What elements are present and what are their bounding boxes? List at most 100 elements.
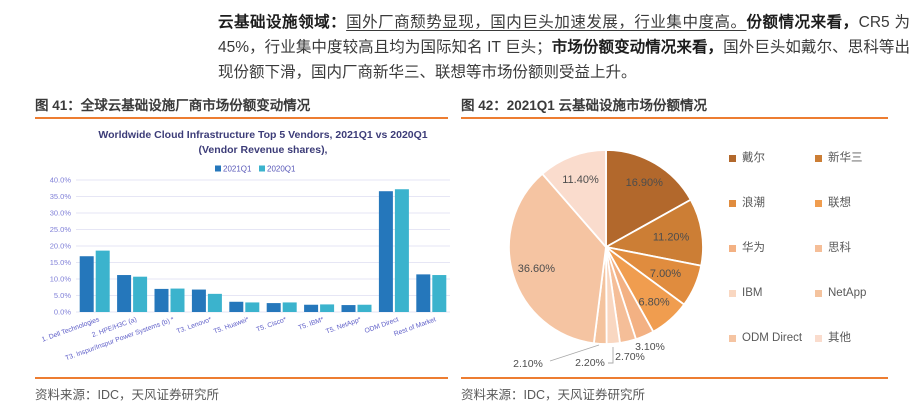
pie-legend-swatch [729,245,736,252]
pie-legend-item: 联想 [815,197,901,242]
pie-data-label: 11.20% [653,232,690,244]
figure-42-source: 资料来源：IDC，天风证券研究所 [461,388,646,402]
pie-legend-item: 新华三 [815,152,901,197]
pie-legend-label: 联想 [828,197,851,209]
bar-2021Q1 [416,274,431,312]
pie-legend-label: 浪潮 [742,197,765,209]
pie-legend-item: ODM Direct [729,332,815,377]
pie-legend-label: ODM Direct [742,332,803,344]
bar-2021Q1 [229,301,244,312]
bar-2021Q1 [304,304,319,312]
pie-slice-9 [541,149,607,250]
pie-legend-swatch [815,335,822,342]
figure-42-top-rule [461,117,888,119]
paragraph-underlined-text: 国外厂商颓势显现，国内巨头加速发展，行业集中度高。 [346,14,747,31]
x-axis-tick-label: T5. NetApp* [325,316,363,335]
pie-slice-1 [603,198,704,267]
bar-2021Q1 [191,289,206,312]
pie-data-label: 3.10% [635,341,665,353]
x-axis-tick-label: T3. Lenovo* [176,316,213,335]
bar-2020Q1 [133,276,148,312]
pie-legend-swatch [815,290,822,297]
bar-2020Q1 [394,189,409,312]
y-axis-tick-label: 5.0% [54,291,71,300]
pie-data-label: 2.20% [575,357,605,369]
figure-42-bottom-rule [461,377,888,379]
pie-data-label: 11.40% [562,174,599,186]
bar-2020Q1 [170,288,185,312]
bar-legend-swatch [259,165,265,172]
figure-41-source: 资料来源：IDC，天风证券研究所 [35,388,220,402]
x-axis-tick-label: T5. IBM* [298,316,326,332]
figure-41-top-rule [35,117,448,119]
leader-line [549,344,600,362]
pie-legend-label: 其他 [828,332,851,344]
y-axis-tick-label: 0.0% [54,308,71,317]
paragraph-cr5-text: CR5 为 45%，行业集中度较高且均为国际知名 IT 巨头； [218,14,910,56]
bar-chart-title: Worldwide Cloud Infrastructure Top 5 Ven… [98,129,427,141]
bar-2021Q1 [266,303,281,312]
bar-2020Q1 [282,302,297,312]
bar-2021Q1 [117,275,132,312]
pie-slice-8 [508,172,607,345]
pie-legend-swatch [815,200,822,207]
pie-legend-swatch [729,200,736,207]
pie-legend: 戴尔 新华三浪潮 联想华为 思科 IBM NetApp ODM Direct 其他 [729,152,911,377]
paragraph-bold-lead: 云基础设施领域： [218,14,347,31]
paragraph-rest-text: 国外巨头如戴尔、思科等出现份额下滑，国内厂商新华三、联想等市场份额则受益上升。 [218,39,910,81]
pie-legend-item: NetApp [815,287,901,332]
pie-legend-swatch [729,155,736,162]
pie-chart: 16.90% 11.20% 7.00% 6.80% 3.10%2.70% 2.20% 2.1… [508,149,704,370]
pie-legend-item: 戴尔 [729,152,815,197]
bar-2020Q1 [320,304,335,312]
y-axis-tick-label: 10.0% [50,275,72,284]
pie-legend-item: 华为 [729,242,815,287]
leader-line [608,347,614,364]
figure-42-caption: 图 42：2021Q1 云基础设施市场份额情况 [461,98,708,113]
pie-data-label: 16.90% [626,177,664,189]
figure-41-caption: 图 41：全球云基础设施厂商市场份额变动情况 [35,98,311,113]
paragraph-bold-change: 市场份额变动情况来看， [551,39,724,56]
x-axis-tick-label: Rest of Market [393,316,437,338]
pie-data-label: 7.00% [650,268,681,280]
bar-legend-swatch [215,165,221,172]
bar-chart: Worldwide Cloud Infrastructure Top 5 Ven… [41,129,450,362]
y-axis-tick-label: 25.0% [50,225,72,234]
bar-2021Q1 [378,191,393,312]
summary-paragraph: 云基础设施领域：国外厂商颓势显现，国内巨头加速发展，行业集中度高。份额情况来看，… [218,10,910,85]
y-axis-tick-label: 40.0% [50,176,72,185]
pie-legend-item: 其他 [815,332,901,377]
pie-legend-label: NetApp [828,287,867,299]
paragraph-bold-share: 份额情况来看， [746,14,859,31]
pie-legend-swatch [729,335,736,342]
y-axis-tick-label: 30.0% [50,209,72,218]
bar-2020Q1 [95,250,110,312]
pie-legend-label: 思科 [828,242,851,254]
pie-slice-0 [605,149,692,249]
pie-legend-swatch [815,245,822,252]
pie-legend-item: 浪潮 [729,197,815,242]
y-axis-tick-label: 15.0% [50,258,72,267]
bar-2020Q1 [245,302,260,312]
bar-2021Q1 [79,256,94,312]
pie-legend-swatch [729,290,736,297]
pie-legend-swatch [815,155,822,162]
bar-2021Q1 [154,288,169,312]
bar-2020Q1 [207,293,222,312]
pie-legend-label: IBM [742,287,763,299]
x-axis-tick-label: 1. Dell Technologies [41,316,101,344]
pie-data-label: 2.70% [615,351,645,363]
y-axis-tick-label: 20.0% [50,242,72,251]
bar-2020Q1 [432,275,447,312]
bar-2021Q1 [341,305,356,312]
pie-data-label: 36.60% [518,263,556,275]
pie-legend-item: 思科 [815,242,901,287]
figure-41-bottom-rule [35,377,448,379]
pie-legend-label: 戴尔 [742,152,765,164]
pie-data-label: 6.80% [638,297,669,309]
pie-data-label: 2.10% [513,358,543,370]
bar-legend-label: 2020Q1 [267,165,296,174]
pie-legend-label: 新华三 [828,152,863,164]
x-axis-tick-label: T5. Cisco* [256,316,288,333]
bar-legend-label: 2021Q1 [223,165,252,174]
